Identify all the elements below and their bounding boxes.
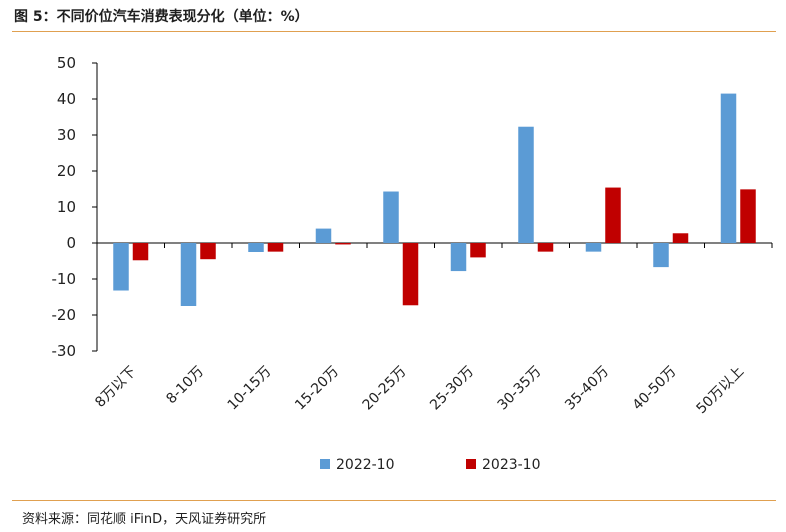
y-tick-label: 10 xyxy=(57,198,76,216)
bar-2023-10 xyxy=(132,243,149,261)
legend-label: 2023-10 xyxy=(482,457,541,473)
bar-2023-10 xyxy=(200,243,216,260)
chart-bars xyxy=(113,93,756,306)
x-tick-label: 30-35万 xyxy=(495,364,545,414)
bar-2022-10 xyxy=(585,243,602,252)
bar-2023-10 xyxy=(267,243,284,252)
bar-2022-10 xyxy=(315,228,332,243)
x-tick-label: 15-20万 xyxy=(292,364,342,414)
x-tick-label: 10-15万 xyxy=(225,364,275,414)
bar-2022-10 xyxy=(248,243,264,252)
x-tick-label: 35-40万 xyxy=(562,364,612,414)
bar-2023-10 xyxy=(335,243,351,245)
bar-2022-10 xyxy=(383,191,399,243)
y-tick-label: -20 xyxy=(52,306,77,324)
footer-divider xyxy=(12,500,776,501)
chart-title: 图 5：不同价位汽车消费表现分化（单位：%） xyxy=(14,9,309,25)
x-tick-label: 8-10万 xyxy=(163,364,207,408)
y-tick-label: 40 xyxy=(57,90,76,108)
y-tick-label: -10 xyxy=(52,270,77,288)
bar-2022-10 xyxy=(113,243,129,291)
y-tick-label: 50 xyxy=(57,54,76,72)
x-tick-label: 50万以上 xyxy=(693,364,747,418)
bar-2023-10 xyxy=(672,233,689,243)
bar-2023-10 xyxy=(605,187,621,243)
x-tick-label: 20-25万 xyxy=(360,364,410,414)
bar-2023-10 xyxy=(537,243,554,252)
source-note: 资料来源：同花顺 iFinD，天风证券研究所 xyxy=(22,512,267,527)
bar-2023-10 xyxy=(470,243,486,258)
x-tick-label: 25-30万 xyxy=(427,364,477,414)
chart-legend: 2022-10 2023-10 xyxy=(320,457,541,473)
chart-axes xyxy=(92,62,773,352)
y-tick-label: 0 xyxy=(66,234,76,252)
legend-label: 2022-10 xyxy=(336,457,395,473)
bar-2022-10 xyxy=(518,126,534,243)
x-tick-label: 8万以下 xyxy=(92,364,139,411)
bar-2022-10 xyxy=(653,243,669,268)
x-tick-label: 40-50万 xyxy=(630,364,680,414)
y-tick-label: 20 xyxy=(57,162,76,180)
legend-swatch-2023-10 xyxy=(466,459,476,469)
y-tick-label: 30 xyxy=(57,126,76,144)
bar-2022-10 xyxy=(180,243,197,306)
bar-2023-10 xyxy=(740,189,756,243)
legend-swatch-2022-10 xyxy=(320,459,330,469)
bar-2022-10 xyxy=(720,93,737,243)
y-tick-label: -30 xyxy=(52,342,77,360)
chart-labels: 50 40 30 20 10 0 -10 -20 -30 8万以下 8-10万 10-15万 15-20… xyxy=(52,54,748,417)
bar-2022-10 xyxy=(450,243,467,272)
bar-2023-10 xyxy=(402,243,419,306)
bar-chart: 50 40 30 20 10 0 -10 -20 -30 8万以下 8-10万 10-15万 15-20… xyxy=(52,54,773,473)
title-divider xyxy=(12,31,776,32)
